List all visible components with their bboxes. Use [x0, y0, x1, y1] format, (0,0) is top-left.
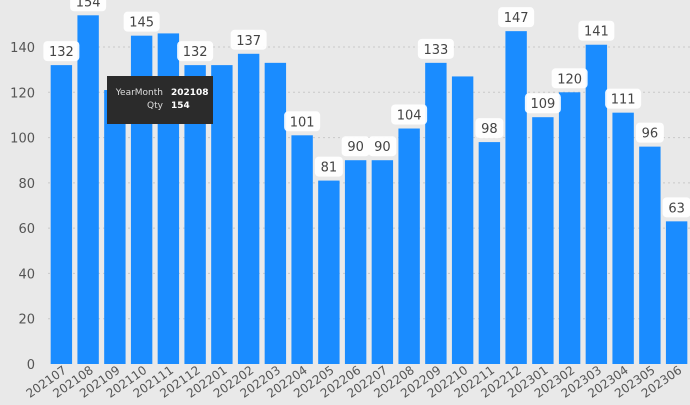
bar[interactable] — [344, 160, 367, 364]
data-labels: 132 154 145 132 137 101 81 90 90 104 133 98 147 10912… — [43, 0, 690, 218]
tooltip-key: Qty — [147, 101, 163, 111]
data-label: 90 — [347, 140, 364, 155]
data-label-box — [70, 0, 107, 12]
data-label: 145 — [129, 16, 154, 31]
bar[interactable] — [211, 65, 233, 364]
y-tick-label: 140 — [10, 41, 35, 56]
bar[interactable] — [505, 31, 527, 365]
bar[interactable] — [532, 117, 554, 364]
data-label-box — [635, 122, 664, 143]
tooltip-value: 202108 — [171, 88, 209, 98]
bar[interactable] — [50, 65, 73, 364]
bar[interactable] — [318, 180, 340, 364]
data-label: 133 — [423, 43, 448, 58]
tooltip-key: YearMonth — [115, 88, 163, 98]
data-label: 137 — [236, 34, 261, 49]
bar[interactable] — [585, 44, 608, 364]
y-tick-label: 120 — [10, 86, 35, 101]
y-tick-label: 60 — [18, 222, 35, 237]
data-label: 101 — [290, 115, 315, 130]
data-label: 132 — [49, 45, 74, 60]
data-label-box — [284, 111, 321, 132]
data-label: 96 — [642, 127, 659, 142]
data-label-box — [368, 136, 397, 157]
data-label: 104 — [397, 109, 422, 124]
y-tick-label: 80 — [18, 177, 35, 192]
bar[interactable] — [478, 142, 501, 364]
data-label-box — [551, 68, 588, 89]
tooltip-row-yearmonth: YearMonth 202108 — [107, 87, 213, 100]
bar[interactable] — [451, 76, 474, 364]
data-label-box — [341, 136, 370, 157]
data-label-box — [498, 7, 535, 28]
bar[interactable] — [612, 112, 634, 365]
data-label-box — [230, 29, 267, 50]
data-label-box — [662, 197, 690, 218]
tooltip-row-qty: Qty 154 — [107, 100, 213, 113]
y-tick-label: 100 — [10, 132, 35, 147]
bars — [50, 15, 688, 365]
data-label-box — [578, 20, 615, 41]
data-label: 147 — [504, 11, 529, 26]
bar[interactable] — [291, 135, 313, 364]
bar[interactable] — [264, 62, 287, 364]
data-label: 120 — [557, 72, 582, 87]
bar[interactable] — [665, 221, 688, 364]
data-label-box — [123, 11, 160, 32]
tooltip: YearMonth 202108 Qty 154 — [107, 76, 213, 124]
y-tick-label: 40 — [18, 267, 35, 282]
data-label-box — [43, 41, 80, 62]
data-label: 132 — [183, 45, 208, 60]
data-label-box — [475, 118, 504, 139]
bar[interactable] — [398, 128, 420, 364]
data-label-box — [391, 104, 428, 125]
bar[interactable] — [425, 62, 447, 364]
data-label-box — [177, 41, 214, 62]
data-label-box — [605, 88, 642, 109]
bar[interactable] — [639, 146, 661, 364]
bar[interactable] — [558, 92, 581, 365]
data-label: 90 — [374, 140, 391, 155]
x-axis-ticks: 2021072021082021092021102021112021122022… — [24, 363, 685, 401]
data-label: 154 — [76, 0, 101, 10]
data-label: 109 — [530, 97, 555, 112]
data-label-box — [524, 93, 561, 114]
bar[interactable] — [184, 65, 206, 364]
data-label: 98 — [481, 122, 498, 137]
data-label: 111 — [611, 93, 636, 108]
y-axis-ticks: 0 20 40 60 80 100 120 140 — [10, 41, 35, 373]
bar[interactable] — [104, 90, 126, 365]
data-label: 63 — [668, 201, 685, 216]
bar[interactable] — [237, 53, 260, 365]
bar[interactable] — [77, 15, 99, 365]
y-tick-label: 0 — [27, 358, 35, 373]
bar[interactable] — [371, 160, 394, 364]
tooltip-value: 154 — [171, 101, 190, 111]
y-tick-label: 20 — [18, 313, 35, 328]
data-label-box — [314, 156, 343, 177]
data-label-box — [417, 38, 454, 59]
data-label: 141 — [584, 25, 609, 40]
data-label: 81 — [321, 161, 338, 176]
